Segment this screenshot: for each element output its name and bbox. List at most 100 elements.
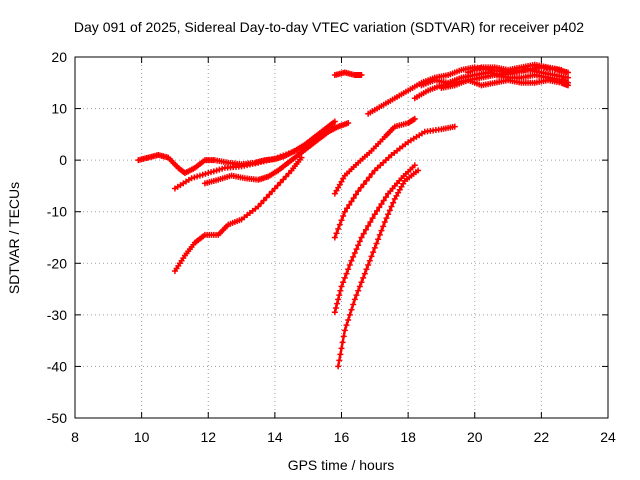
data-point	[371, 211, 378, 218]
data-point	[366, 174, 373, 181]
data-point	[353, 292, 360, 299]
data-point	[369, 170, 376, 177]
data-point	[282, 173, 289, 180]
data-point	[343, 322, 350, 329]
data-point	[371, 244, 378, 251]
x-axis-ticks: 8 10 12 14 16 18 20 22 24	[71, 57, 616, 445]
data-point	[362, 226, 369, 233]
data-point	[340, 333, 347, 340]
data-point	[390, 199, 397, 206]
data-point	[381, 219, 388, 226]
data-point	[202, 170, 209, 177]
series-track-13	[438, 77, 572, 91]
data-point	[196, 172, 203, 179]
x-tick-label: 10	[134, 429, 150, 445]
series-line	[333, 125, 457, 239]
data-point	[335, 363, 342, 370]
series-track-2	[171, 123, 338, 192]
data-point	[191, 174, 198, 181]
data-point	[194, 173, 201, 180]
data-point	[357, 184, 364, 191]
data-point	[375, 236, 382, 243]
data-point	[285, 150, 292, 157]
data-point	[386, 207, 393, 214]
data-point	[558, 66, 565, 73]
data-point	[337, 287, 344, 294]
data-point	[280, 176, 287, 183]
x-axis-title: GPS time / hours	[288, 457, 395, 473]
y-tick-label: -30	[47, 307, 67, 323]
data-point	[345, 120, 352, 127]
data-point	[565, 82, 572, 89]
data-point	[269, 188, 276, 195]
data-point	[395, 189, 402, 196]
data-point	[368, 253, 375, 260]
data-point	[219, 165, 226, 172]
data-point	[341, 208, 348, 215]
data-point	[382, 194, 389, 201]
chart-title: Day 091 of 2025, Sidereal Day-to-day VTE…	[74, 19, 584, 35]
data-point	[334, 300, 341, 307]
data-point	[565, 69, 572, 76]
data-point	[332, 304, 339, 311]
data-point	[341, 327, 348, 334]
data-point	[336, 357, 343, 364]
x-tick-label: 14	[267, 429, 283, 445]
data-point	[363, 266, 370, 273]
grid	[75, 57, 608, 418]
data-point	[378, 200, 385, 207]
data-point	[274, 154, 281, 161]
data-point	[396, 186, 403, 193]
data-point	[373, 240, 380, 247]
data-point	[331, 309, 338, 316]
data-point	[280, 152, 287, 159]
data-point	[345, 317, 352, 324]
data-point	[263, 194, 270, 201]
y-tick-label: -40	[47, 358, 67, 374]
series-track-14	[465, 61, 565, 76]
data-point	[367, 219, 374, 226]
data-point	[339, 339, 346, 346]
data-point	[336, 221, 343, 228]
data-point	[285, 170, 292, 177]
y-tick-label: 0	[59, 152, 67, 168]
data-point	[565, 74, 572, 81]
data-point	[335, 296, 342, 303]
data-point	[341, 274, 348, 281]
y-tick-label: -10	[47, 204, 67, 220]
data-point	[348, 257, 355, 264]
y-tick-label: 20	[51, 49, 67, 65]
data-point	[298, 154, 305, 161]
y-axis-title: SDTVAR / TECUs	[6, 182, 22, 294]
data-point	[337, 351, 344, 358]
data-point	[369, 215, 376, 222]
data-point	[213, 167, 220, 174]
x-tick-label: 24	[600, 429, 616, 445]
x-tick-label: 12	[200, 429, 216, 445]
x-tick-label: 18	[400, 429, 416, 445]
data-point	[260, 197, 267, 204]
data-point	[345, 266, 352, 273]
data-point	[358, 279, 365, 286]
data-point	[370, 249, 377, 256]
data-point	[385, 211, 392, 218]
series-track-4	[171, 154, 305, 275]
data-point	[353, 246, 360, 253]
data-point	[360, 181, 367, 188]
y-tick-label: -50	[47, 410, 67, 426]
series-track-6	[331, 115, 418, 197]
data-point	[277, 179, 284, 186]
data-point	[351, 249, 358, 256]
data-point	[338, 283, 345, 290]
data-point	[340, 279, 347, 286]
series-track-3	[201, 120, 352, 187]
data-point	[365, 222, 372, 229]
data-point	[338, 217, 345, 224]
data-point	[343, 270, 350, 277]
data-point	[378, 227, 385, 234]
data-point	[391, 195, 398, 202]
data-point	[331, 118, 338, 125]
data-point	[415, 167, 422, 174]
data-point	[355, 287, 362, 294]
data-point	[331, 190, 338, 197]
